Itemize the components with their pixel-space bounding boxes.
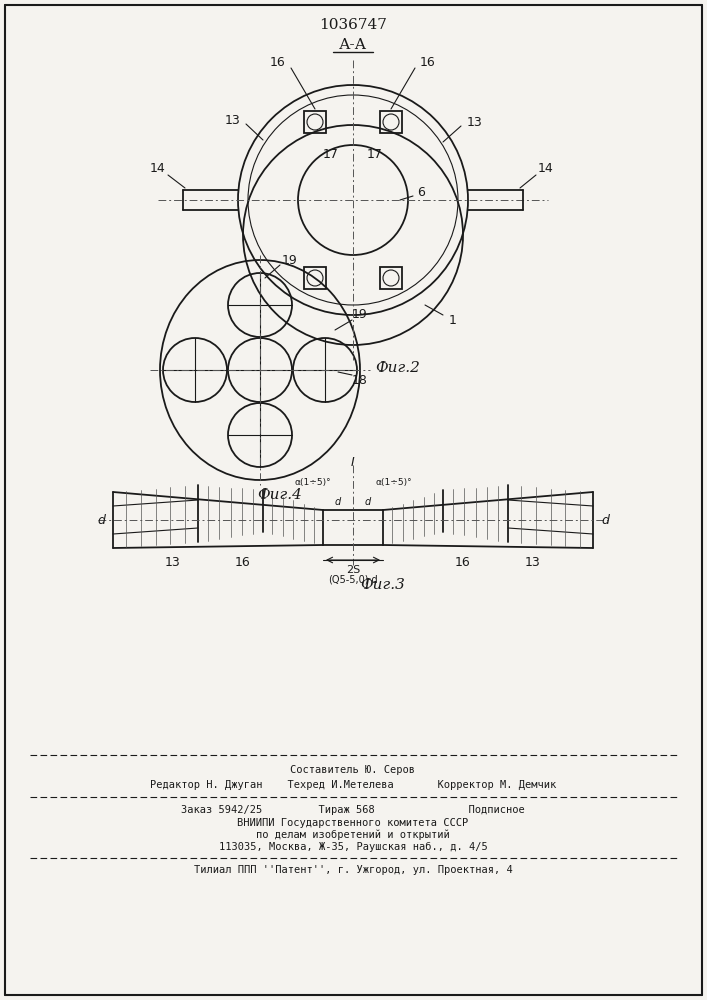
Bar	[304, 111, 326, 133]
Text: Τилиал ППП ''Патент'', г. Ужгород, ул. Проектная, 4: Τилиал ППП ''Патент'', г. Ужгород, ул. П…	[194, 865, 513, 875]
Text: 13: 13	[225, 113, 241, 126]
Text: 16: 16	[270, 55, 286, 68]
Text: 17: 17	[323, 148, 339, 161]
Bar	[380, 111, 402, 133]
Text: Фиг.4: Фиг.4	[257, 488, 303, 502]
Bar	[304, 267, 326, 289]
Text: I: I	[351, 456, 355, 468]
Text: 13: 13	[525, 556, 541, 568]
Text: 19: 19	[352, 308, 368, 322]
Text: 16: 16	[235, 556, 251, 568]
Text: А-А: А-А	[339, 38, 367, 52]
Text: α(1÷5)°: α(1÷5)°	[375, 478, 411, 487]
Text: 16: 16	[455, 556, 471, 568]
Text: ВНИИПИ Государственного комитета СССР: ВНИИПИ Государственного комитета СССР	[238, 818, 469, 828]
Text: 14: 14	[538, 161, 554, 174]
Text: 13: 13	[165, 556, 181, 568]
Text: 1036747: 1036747	[319, 18, 387, 32]
Text: 13: 13	[467, 115, 483, 128]
Text: по делам изобретений и открытий: по делам изобретений и открытий	[256, 830, 450, 840]
Text: 18: 18	[352, 373, 368, 386]
Text: (Q5-5,0)·d: (Q5-5,0)·d	[328, 575, 378, 585]
Text: d: d	[365, 497, 371, 507]
Text: Фиг.2: Фиг.2	[375, 361, 421, 375]
Text: 1: 1	[449, 314, 457, 326]
Text: α(1÷5)°: α(1÷5)°	[294, 478, 331, 487]
Text: Заказ 5942/25         Тираж 568               Подписное: Заказ 5942/25 Тираж 568 Подписное	[181, 805, 525, 815]
Text: d: d	[601, 514, 609, 526]
Text: 16: 16	[420, 55, 436, 68]
Text: 2S: 2S	[346, 565, 360, 575]
Text: Фиг.3: Фиг.3	[361, 578, 405, 592]
Text: 17: 17	[367, 148, 383, 161]
Text: 6: 6	[417, 186, 425, 198]
Text: Составитель Ю. Серов: Составитель Ю. Серов	[291, 765, 416, 775]
Text: d: d	[335, 497, 341, 507]
Text: d: d	[97, 514, 105, 526]
Text: Редактор Н. Джуган    Техред И.Метелева       Корректор М. Демчик: Редактор Н. Джуган Техред И.Метелева Кор…	[150, 780, 556, 790]
Text: 14: 14	[150, 161, 166, 174]
Bar	[380, 267, 402, 289]
Text: 19: 19	[282, 253, 298, 266]
Text: 113035, Москва, Ж-35, Раушская наб., д. 4/5: 113035, Москва, Ж-35, Раушская наб., д. …	[218, 842, 487, 852]
